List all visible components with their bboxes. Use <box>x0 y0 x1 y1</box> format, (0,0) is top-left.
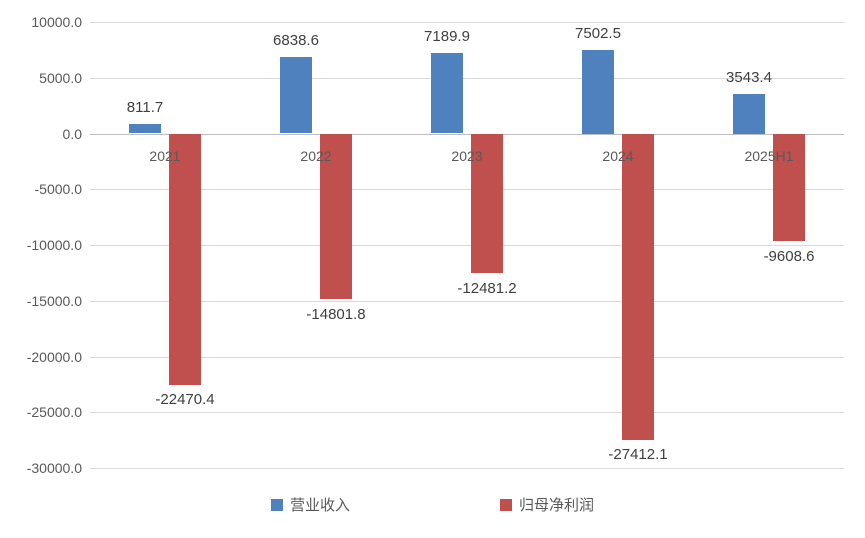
category-label-2025H1: 2025H1 <box>744 148 794 164</box>
legend-item-revenue: 营业收入 <box>270 494 350 515</box>
bar-net-profit-2023 <box>471 134 503 273</box>
data-label-revenue-2025H1: 3543.4 <box>726 69 772 86</box>
bar-revenue-2022 <box>280 57 312 133</box>
gridline <box>90 468 844 469</box>
gridline <box>90 412 844 413</box>
data-label-net-profit-2024: -27412.1 <box>608 446 668 463</box>
y-tick-label: -10000.0 <box>26 237 82 253</box>
y-tick-label: 0.0 <box>62 126 82 142</box>
bar-revenue-2023 <box>431 53 463 133</box>
legend-item-net-profit: 归母净利润 <box>500 494 594 515</box>
y-tick-label: 10000.0 <box>31 14 82 30</box>
y-tick-label: -20000.0 <box>26 349 82 365</box>
category-label-2022: 2022 <box>300 148 332 164</box>
legend-label-net-profit: 归母净利润 <box>519 497 595 514</box>
gridline <box>90 301 844 302</box>
y-tick-label: -30000.0 <box>26 460 82 476</box>
data-label-net-profit-2021: -22470.4 <box>155 391 215 408</box>
y-tick-label: -5000.0 <box>34 181 82 197</box>
gridline <box>90 78 844 79</box>
data-label-net-profit-2023: -12481.2 <box>457 280 517 297</box>
bar-revenue-2025H1 <box>733 94 765 134</box>
bar-net-profit-2024 <box>622 134 654 440</box>
bar-revenue-2021 <box>129 124 161 133</box>
legend-label-revenue: 营业收入 <box>289 497 350 514</box>
data-label-net-profit-2025H1: -9608.6 <box>763 248 815 265</box>
data-label-revenue-2024: 7502.5 <box>575 25 621 42</box>
gridline <box>90 189 844 190</box>
category-label-2021: 2021 <box>149 148 181 164</box>
gridline <box>90 357 844 358</box>
data-label-revenue-2023: 7189.9 <box>424 28 470 45</box>
gridline <box>90 245 844 246</box>
revenue-swatch-icon <box>270 498 283 511</box>
net-profit-swatch-icon <box>500 498 512 511</box>
zero-axis-line <box>90 134 844 135</box>
y-tick-label: -25000.0 <box>26 404 82 420</box>
bar-net-profit-2022 <box>320 134 352 299</box>
category-label-2024: 2024 <box>602 148 634 164</box>
bar-net-profit-2021 <box>169 134 201 385</box>
legend: 营业收入 归母净利润 <box>0 494 865 515</box>
bar-revenue-2024 <box>582 50 614 134</box>
category-label-2023: 2023 <box>451 148 483 164</box>
data-label-revenue-2021: 811.7 <box>126 99 164 116</box>
data-label-revenue-2022: 6838.6 <box>273 32 319 49</box>
data-label-net-profit-2022: -14801.8 <box>306 306 366 323</box>
bar-net-profit-2025H1 <box>773 134 805 241</box>
gridline <box>90 22 844 23</box>
y-tick-label: -15000.0 <box>26 293 82 309</box>
y-tick-label: 5000.0 <box>39 70 82 86</box>
